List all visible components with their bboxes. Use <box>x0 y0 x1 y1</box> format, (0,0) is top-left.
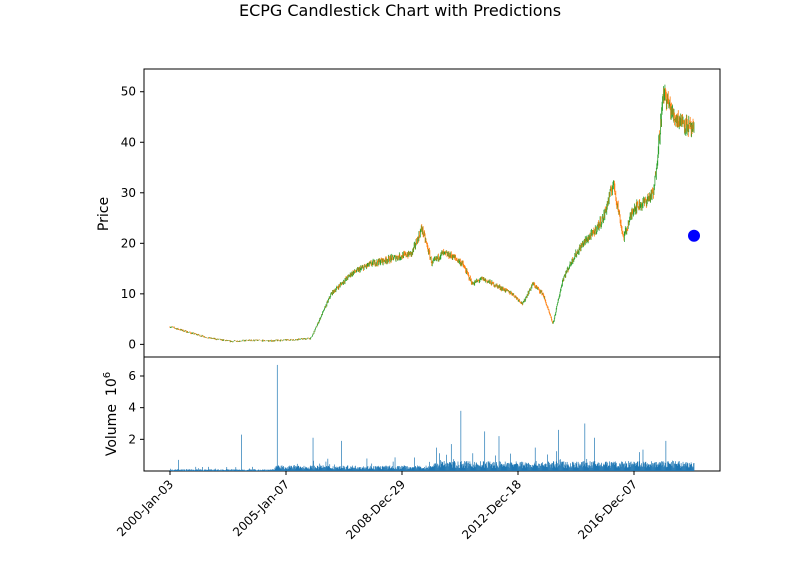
volume-y-tick-label: 6 <box>128 369 136 383</box>
x-tick-label: 2012-Dec-18 <box>459 477 524 542</box>
chart-title: ECPG Candlestick Chart with Predictions <box>239 1 561 20</box>
price-y-ticks: 0 10 20 30 40 50 <box>121 85 144 351</box>
x-tick-label: 2008-Dec-29 <box>343 477 408 542</box>
volume-y-tick-label: 4 <box>128 401 136 415</box>
volume-y-axis-label: Volume 106 <box>102 372 120 456</box>
volume-y-tick-label: 2 <box>128 432 136 446</box>
x-tick-label: 2000-Jan-03 <box>114 477 176 539</box>
price-y-tick-label: 50 <box>121 85 136 99</box>
volume-plot-frame <box>143 356 721 472</box>
volume-panel: 246 Volume106 <box>102 356 721 472</box>
price-panel: 0 10 20 30 40 50 Price <box>96 68 721 358</box>
prediction-marker <box>688 229 700 242</box>
x-axis-ticks: 2000-Jan-03 2005-Jan-07 2008-Dec-29 2012-De… <box>114 471 640 542</box>
price-y-tick-label: 40 <box>121 135 136 149</box>
x-tick-label: 2005-Jan-07 <box>230 477 292 539</box>
price-y-tick-label: 30 <box>121 186 136 200</box>
x-tick-label: 2016-Dec-07 <box>575 477 640 542</box>
volume-scale-label: 10 <box>104 378 120 396</box>
volume-bars <box>169 364 695 471</box>
volume-scale-exponent: 6 <box>102 372 113 378</box>
volume-y-ticks: 2 4 6 <box>128 369 144 446</box>
volume-label-text: Volume <box>104 404 120 456</box>
price-y-tick-label: 20 <box>121 236 136 250</box>
price-y-axis-label: Price <box>96 197 112 231</box>
candlestick-series <box>169 84 695 343</box>
price-y-tick-label: 0 <box>128 337 136 351</box>
price-y-tick-label: 10 <box>121 287 136 301</box>
